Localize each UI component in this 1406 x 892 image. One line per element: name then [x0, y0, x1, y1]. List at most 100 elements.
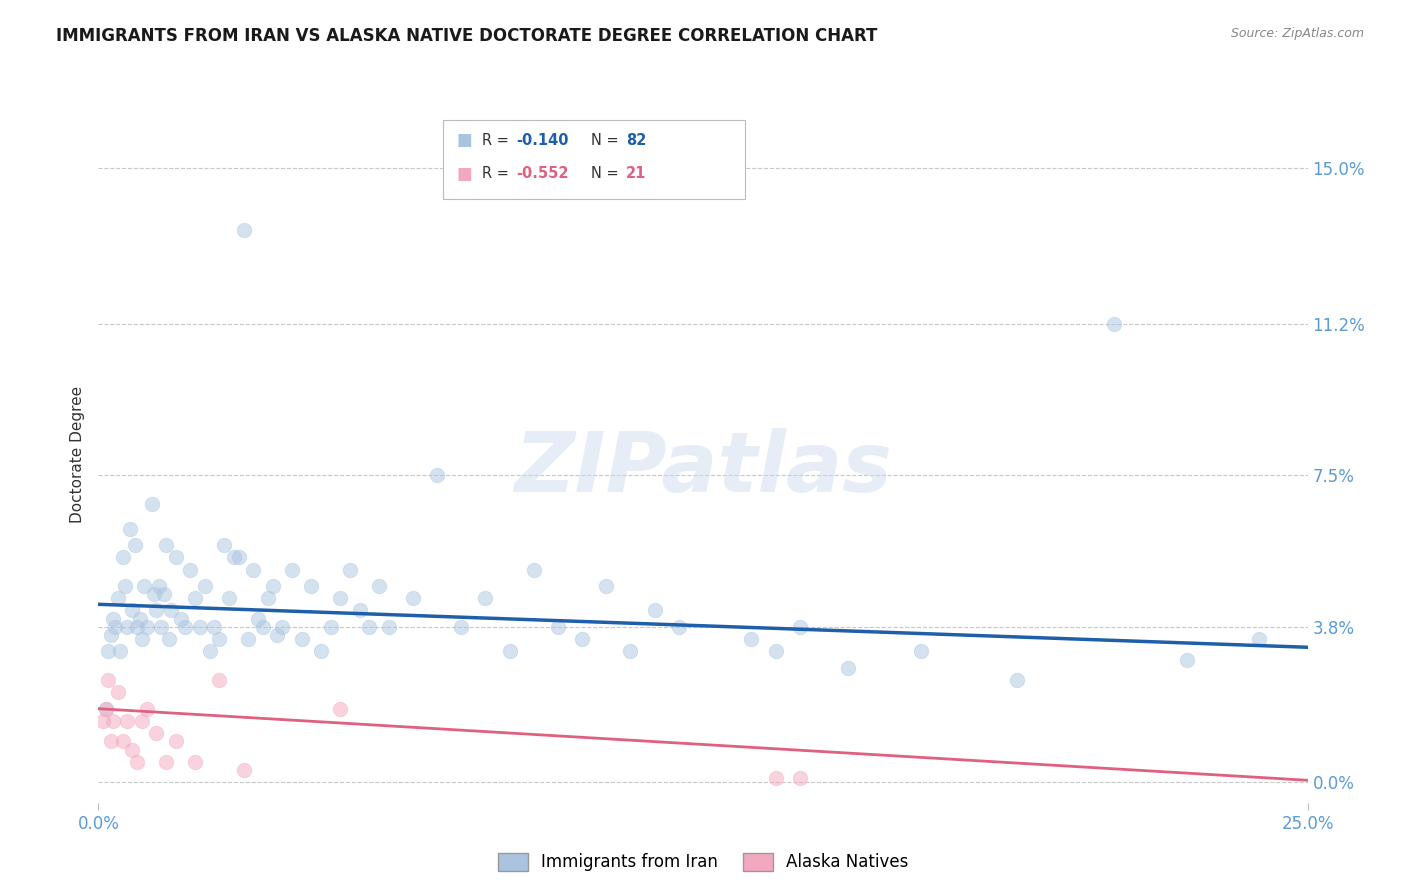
Point [242, 562, 264, 576]
Point [141, 497, 163, 511]
Point [349, 603, 371, 617]
Point [256, 591, 278, 606]
Point [127, 620, 149, 634]
Point [111, 734, 134, 748]
Point [128, 612, 150, 626]
Point [644, 603, 666, 617]
Text: 21: 21 [626, 167, 645, 181]
Text: R =: R = [482, 167, 513, 181]
Point [194, 579, 217, 593]
Point [108, 644, 131, 658]
Point [117, 620, 139, 634]
Point [377, 620, 399, 634]
Point [188, 620, 211, 634]
Point [143, 587, 166, 601]
Point [222, 550, 245, 565]
Point [121, 742, 143, 756]
Point [309, 644, 332, 658]
Point [121, 603, 143, 617]
Point [232, 763, 254, 777]
Point [97, 644, 120, 658]
Point [290, 632, 312, 646]
Point [450, 620, 472, 634]
Point [523, 562, 546, 576]
Point [94, 701, 117, 715]
Point [271, 620, 294, 634]
Point [150, 620, 173, 634]
Text: ■: ■ [457, 131, 472, 149]
Point [281, 562, 304, 576]
Point [789, 771, 811, 785]
Point [160, 603, 183, 617]
Point [91, 714, 114, 728]
Point [789, 620, 811, 634]
Point [165, 734, 187, 748]
Point [135, 701, 157, 715]
Point [169, 612, 191, 626]
Point [208, 632, 231, 646]
Point [359, 620, 381, 634]
Point [152, 587, 174, 601]
Point [118, 522, 141, 536]
Point [184, 591, 207, 606]
Point [1175, 652, 1198, 666]
Point [135, 620, 157, 634]
Point [1249, 632, 1271, 646]
Text: R =: R = [482, 133, 513, 147]
Point [111, 550, 134, 565]
Point [148, 579, 170, 593]
Point [1007, 673, 1029, 687]
Point [107, 591, 129, 606]
Point [547, 620, 569, 634]
Point [114, 579, 136, 593]
Point [299, 579, 322, 593]
Point [368, 579, 391, 593]
Text: ZIPatlas: ZIPatlas [515, 428, 891, 509]
Point [571, 632, 593, 646]
Y-axis label: Doctorate Degree: Doctorate Degree [70, 386, 86, 524]
Point [184, 755, 207, 769]
Point [765, 644, 787, 658]
Point [228, 550, 250, 565]
Point [402, 591, 425, 606]
Point [131, 632, 153, 646]
Point [498, 644, 520, 658]
Point [329, 591, 352, 606]
Point [266, 628, 288, 642]
Point [238, 632, 260, 646]
Point [339, 562, 361, 576]
Point [837, 661, 859, 675]
Text: -0.140: -0.140 [516, 133, 568, 147]
Point [252, 620, 274, 634]
Point [198, 644, 221, 658]
Point [218, 591, 240, 606]
Point [117, 714, 139, 728]
Text: 82: 82 [626, 133, 645, 147]
Text: ■: ■ [457, 165, 472, 183]
Point [212, 538, 235, 552]
Point [94, 701, 117, 715]
Point [134, 579, 156, 593]
Point [329, 701, 352, 715]
Point [426, 468, 449, 483]
Point [127, 755, 149, 769]
Text: -0.552: -0.552 [516, 167, 568, 181]
Point [107, 685, 129, 699]
Point [319, 620, 342, 634]
Point [101, 612, 124, 626]
Point [232, 223, 254, 237]
Point [97, 673, 120, 687]
Point [910, 644, 932, 658]
Point [155, 755, 177, 769]
Point [740, 632, 762, 646]
Point [474, 591, 496, 606]
Point [179, 562, 201, 576]
Point [208, 673, 231, 687]
Point [155, 538, 177, 552]
Text: N =: N = [591, 167, 623, 181]
Point [104, 620, 127, 634]
Point [1102, 317, 1125, 331]
Text: Source: ZipAtlas.com: Source: ZipAtlas.com [1230, 27, 1364, 40]
Point [165, 550, 187, 565]
Point [101, 714, 124, 728]
